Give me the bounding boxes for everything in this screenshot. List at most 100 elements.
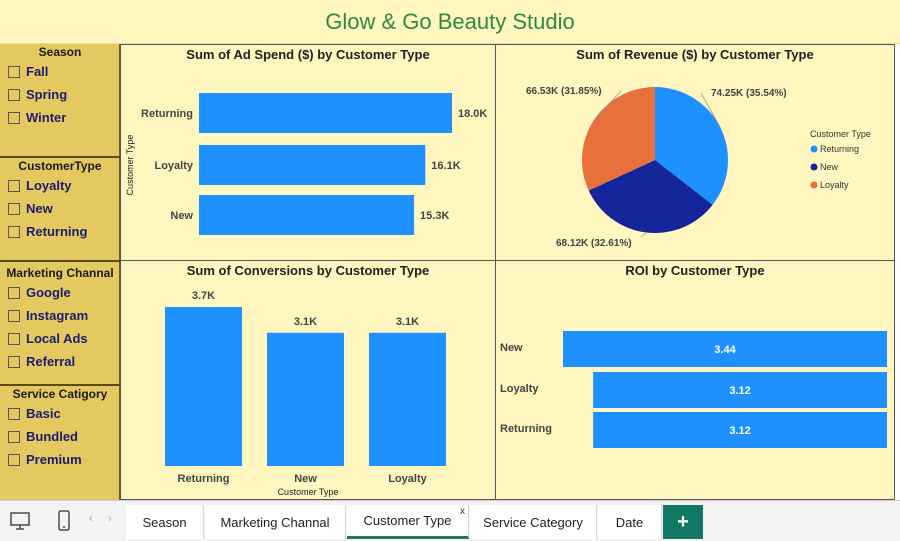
tab-label: Marketing Channal bbox=[220, 514, 330, 530]
leader-line bbox=[640, 232, 647, 238]
slicer-item[interactable]: Google bbox=[0, 281, 120, 304]
checkbox[interactable] bbox=[8, 407, 20, 420]
data-label: 3.7K bbox=[192, 290, 215, 302]
slicer-item[interactable]: Instagram bbox=[0, 304, 120, 327]
checkbox[interactable] bbox=[8, 355, 20, 368]
add-page-button[interactable]: + bbox=[663, 505, 703, 539]
slicer-marketing-channel: Marketing Channal Google Instagram Local… bbox=[0, 262, 120, 386]
data-label: 18.0K bbox=[458, 108, 487, 120]
slicer-item[interactable]: Local Ads bbox=[0, 327, 120, 350]
category-label: New bbox=[294, 473, 317, 485]
bar-returning bbox=[199, 93, 452, 133]
slicer-item[interactable]: Winter bbox=[0, 106, 120, 129]
slicer-item-label: Bundled bbox=[26, 429, 78, 444]
checkbox[interactable] bbox=[8, 179, 20, 192]
bar-new bbox=[199, 195, 415, 235]
bar-loyalty bbox=[593, 372, 887, 408]
checkbox[interactable] bbox=[8, 65, 20, 78]
tab-service-category[interactable]: Service Category bbox=[470, 505, 597, 539]
slicer-item-label: Loyalty bbox=[26, 178, 72, 193]
checkbox[interactable] bbox=[8, 225, 20, 238]
roi-chart-panel[interactable]: ROI by Customer Type 3.44 New 3.12 Loyalty 3… bbox=[495, 260, 895, 500]
title-bar: Glow & Go Beauty Studio bbox=[0, 0, 900, 44]
slicer-item[interactable]: Returning bbox=[0, 220, 120, 243]
slicer-item-label: Google bbox=[26, 285, 71, 300]
slicer-item[interactable]: Referral bbox=[0, 350, 120, 373]
data-label: 3.44 bbox=[714, 344, 736, 356]
pie-slice-returning bbox=[655, 87, 728, 205]
slicer-title: Service Catigory bbox=[12, 387, 108, 401]
slicer-title: Season bbox=[38, 45, 82, 59]
data-label: 3.12 bbox=[729, 385, 750, 397]
leader-line bbox=[700, 92, 721, 129]
slicer-sidebar: Season Fall Spring Winter CustomerType L… bbox=[0, 44, 120, 500]
category-label: Returning bbox=[500, 423, 552, 435]
tab-season[interactable]: Season bbox=[126, 505, 204, 539]
checkbox[interactable] bbox=[8, 202, 20, 215]
slicer-item[interactable]: Spring bbox=[0, 83, 120, 106]
data-label: 16.1K bbox=[431, 160, 460, 172]
slicer-item-label: Winter bbox=[26, 110, 67, 125]
dashboard-title: Glow & Go Beauty Studio bbox=[325, 8, 575, 34]
data-label: 3.1K bbox=[294, 316, 317, 328]
slicer-item[interactable]: Basic bbox=[0, 402, 120, 425]
chart-title: Sum of Revenue ($) by Customer Type bbox=[576, 47, 814, 62]
slicer-item[interactable]: Fall bbox=[0, 60, 120, 83]
data-label: 3.12 bbox=[729, 425, 750, 437]
data-label: 15.3K bbox=[420, 210, 449, 222]
slicer-customer-type: CustomerType Loyalty New Returning bbox=[0, 158, 120, 262]
desktop-icon[interactable] bbox=[9, 511, 31, 531]
phone-icon[interactable] bbox=[56, 509, 72, 533]
checkbox[interactable] bbox=[8, 430, 20, 443]
bar-loyalty bbox=[369, 332, 446, 466]
slicer-item[interactable]: New bbox=[0, 197, 120, 220]
roi-chart: 3.44 New 3.12 Loyalty 3.12 Returning bbox=[500, 331, 887, 448]
bar-new bbox=[267, 332, 344, 466]
slicer-item-label: Spring bbox=[26, 87, 68, 102]
checkbox[interactable] bbox=[8, 309, 20, 322]
add-page-label: + bbox=[677, 510, 689, 533]
tab-customer-type[interactable]: Customer Type x bbox=[347, 505, 469, 539]
ad-spend-chart: Returning 18.0K Loyalty 16.1K New 15.3K Custom… bbox=[125, 93, 487, 235]
axis-title: Customer Type bbox=[278, 487, 339, 497]
revenue-chart-panel[interactable]: Sum of Revenue ($) by Customer Type 74.2… bbox=[495, 44, 895, 261]
tab-label: Date bbox=[615, 514, 644, 530]
legend-marker bbox=[810, 181, 818, 189]
checkbox[interactable] bbox=[8, 332, 20, 345]
legend-marker bbox=[810, 145, 818, 153]
revenue-pie-chart: 74.25K (35.54%) 68.12K (32.61%) 66.53K (31… bbox=[526, 86, 871, 249]
chart-title: Sum of Conversions by Customer Type bbox=[186, 263, 430, 278]
slicer-item[interactable]: Loyalty bbox=[0, 174, 120, 197]
slicer-item-label: New bbox=[26, 201, 53, 216]
slicer-item-label: Referral bbox=[26, 354, 76, 369]
checkbox[interactable] bbox=[8, 453, 20, 466]
tab-label: Season bbox=[142, 514, 187, 530]
slicer-item-label: Basic bbox=[26, 406, 61, 421]
category-label: Returning bbox=[141, 108, 193, 120]
checkbox[interactable] bbox=[8, 286, 20, 299]
tab-marketing-channal[interactable]: Marketing Channal bbox=[205, 505, 346, 539]
conversions-chart-panel[interactable]: Sum of Conversions by Customer Type 3.7K… bbox=[120, 260, 496, 500]
bar-loyalty bbox=[199, 145, 426, 185]
tab-date[interactable]: Date bbox=[598, 505, 662, 539]
category-label: New bbox=[500, 342, 523, 354]
bar-returning bbox=[593, 412, 887, 448]
chevron-left-icon[interactable]: ‹ bbox=[89, 513, 93, 525]
data-label: 66.53K (31.85%) bbox=[526, 86, 602, 97]
checkbox[interactable] bbox=[8, 88, 20, 101]
slicer-item-label: Local Ads bbox=[26, 331, 88, 346]
axis-title: Customer Type bbox=[125, 135, 135, 196]
slicer-title: Marketing Channal bbox=[6, 266, 114, 280]
legend-title: Customer Type bbox=[810, 129, 871, 139]
category-label: Loyalty bbox=[154, 160, 193, 172]
checkbox[interactable] bbox=[8, 111, 20, 124]
legend-label: Returning bbox=[820, 144, 859, 154]
slicer-item-label: Instagram bbox=[26, 308, 89, 323]
pie-slice-new bbox=[588, 160, 713, 233]
ad-spend-chart-panel[interactable]: Sum of Ad Spend ($) by Customer Type Ret… bbox=[120, 44, 496, 261]
slicer-item[interactable]: Bundled bbox=[0, 425, 120, 448]
close-icon[interactable]: x bbox=[460, 506, 465, 517]
slicer-item[interactable]: Premium bbox=[0, 448, 120, 471]
leader-line bbox=[593, 90, 622, 121]
chevron-right-icon[interactable]: › bbox=[108, 513, 112, 525]
